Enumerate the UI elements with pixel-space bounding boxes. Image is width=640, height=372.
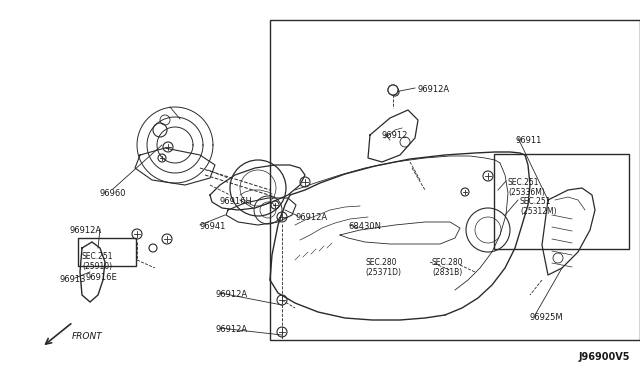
Text: J96900V5: J96900V5 xyxy=(579,352,630,362)
Text: SEC.251
(25336M): SEC.251 (25336M) xyxy=(508,178,545,198)
Text: SEC.280
(25371D): SEC.280 (25371D) xyxy=(365,258,401,278)
Text: 96916E: 96916E xyxy=(85,273,116,282)
Text: 96912A: 96912A xyxy=(215,325,247,334)
Text: 96912A: 96912A xyxy=(296,213,328,222)
Text: 96911: 96911 xyxy=(516,136,542,145)
Text: 96912A: 96912A xyxy=(215,290,247,299)
Text: 96912A: 96912A xyxy=(70,226,102,235)
Text: FRONT: FRONT xyxy=(72,332,103,341)
Text: 96912: 96912 xyxy=(382,131,408,140)
Text: 96916H: 96916H xyxy=(220,197,253,206)
Text: SEC.280
(2831B): SEC.280 (2831B) xyxy=(432,258,463,278)
Text: 96960: 96960 xyxy=(100,189,126,198)
Bar xyxy=(78,238,136,266)
Text: 96913: 96913 xyxy=(60,275,86,284)
Text: SEC.251
(25910): SEC.251 (25910) xyxy=(82,252,113,272)
Circle shape xyxy=(149,244,157,252)
Bar xyxy=(494,154,629,249)
Text: 68430N: 68430N xyxy=(348,222,381,231)
Text: SEC.251
(25312M): SEC.251 (25312M) xyxy=(520,197,557,217)
Text: 96912A: 96912A xyxy=(417,85,449,94)
Bar xyxy=(270,20,640,340)
Text: 96925M: 96925M xyxy=(530,313,564,322)
Text: 96941: 96941 xyxy=(200,222,227,231)
Circle shape xyxy=(388,85,398,95)
